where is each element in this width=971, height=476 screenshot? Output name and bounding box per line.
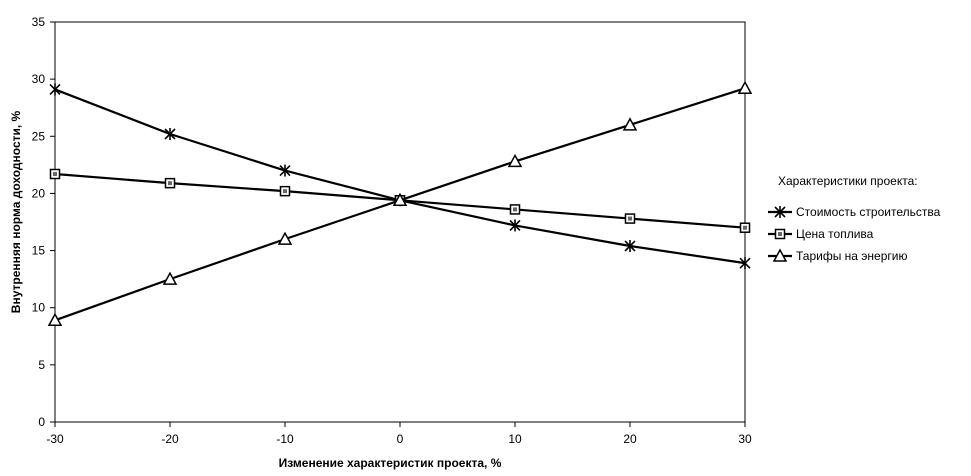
data-point-fuel-price bbox=[624, 213, 636, 224]
data-point-construction-cost bbox=[279, 164, 291, 177]
x-tick-label: -10 bbox=[276, 432, 294, 446]
x-tick-label: 20 bbox=[623, 432, 637, 446]
data-point-construction-cost bbox=[509, 219, 521, 232]
legend-label-energy-tariffs: Тарифы на энергию bbox=[796, 249, 908, 263]
legend-label-fuel-price: Цена топлива bbox=[796, 227, 874, 241]
data-point-fuel-price bbox=[49, 168, 61, 180]
data-point-energy-tariffs bbox=[622, 117, 638, 131]
x-tick-label: -30 bbox=[46, 432, 64, 446]
data-point-construction-cost bbox=[164, 128, 176, 140]
series-layer bbox=[47, 80, 753, 327]
legend: Характеристики проекта: Стоимость строите… bbox=[768, 174, 941, 263]
data-point-construction-cost bbox=[49, 83, 61, 96]
legend-label-construction-cost: Стоимость строительства bbox=[796, 205, 941, 219]
y-tick-label: 15 bbox=[32, 244, 46, 258]
data-point-construction-cost bbox=[739, 257, 751, 270]
y-tick-label: 10 bbox=[32, 301, 46, 315]
x-axis-title: Изменение характеристик проекта, % bbox=[279, 456, 502, 470]
data-point-fuel-price bbox=[509, 204, 521, 215]
data-point-fuel-price bbox=[164, 177, 176, 189]
y-tick-label: 20 bbox=[32, 186, 46, 200]
data-point-energy-tariffs bbox=[507, 153, 523, 168]
y-tick-label: 25 bbox=[32, 129, 46, 143]
x-tick-label: -20 bbox=[161, 432, 179, 446]
x-tick-label: 0 bbox=[397, 432, 404, 446]
y-tick-label: 30 bbox=[32, 72, 46, 86]
data-point-energy-tariffs bbox=[162, 271, 178, 285]
data-point-energy-tariffs bbox=[47, 312, 63, 327]
data-point-energy-tariffs bbox=[392, 192, 408, 207]
x-tick-label: 10 bbox=[508, 432, 522, 446]
data-point-construction-cost bbox=[624, 240, 636, 252]
plot-area-frame bbox=[54, 21, 746, 423]
legend-marker-energy-tariffs bbox=[772, 248, 788, 262]
data-point-fuel-price bbox=[739, 222, 751, 233]
data-point-energy-tariffs bbox=[277, 231, 293, 245]
data-point-fuel-price bbox=[279, 185, 291, 197]
x-tick-label: 30 bbox=[738, 432, 752, 446]
series-line-construction-cost bbox=[54, 88, 746, 265]
y-tick-label: 5 bbox=[38, 358, 45, 372]
axes-layer: 0 5 10 15 20 25 30 35 -30 -20 -10 0 10 20 30 Изменение … bbox=[9, 15, 752, 470]
legend-title: Характеристики проекта: bbox=[778, 174, 918, 188]
legend-marker-construction-cost bbox=[774, 206, 786, 218]
data-point-energy-tariffs bbox=[737, 80, 753, 95]
y-tick-label: 0 bbox=[38, 415, 45, 429]
y-tick-label: 35 bbox=[32, 15, 46, 29]
legend-marker-fuel-price bbox=[774, 228, 786, 240]
y-axis-title: Внутренняя норма доходности, % bbox=[9, 110, 23, 313]
